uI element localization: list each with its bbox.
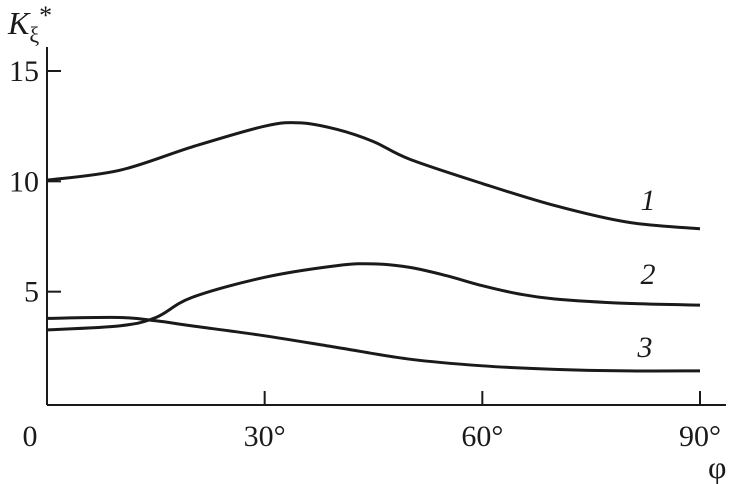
x-axis-label: φ (708, 449, 726, 484)
series-label-1: 1 (641, 184, 656, 217)
x-tick-label: 90° (679, 420, 721, 453)
series-line-1 (46, 121, 701, 231)
x-tick-label: 60° (461, 420, 503, 453)
series-lines (46, 121, 701, 373)
x-tick-label: 30° (244, 420, 286, 453)
y-tick-label: 5 (24, 276, 39, 309)
x-tick-label: 0 (23, 420, 38, 453)
labels: 1 2 3 (637, 184, 656, 364)
series-label-3: 3 (637, 331, 653, 364)
series-label-2: 2 (641, 258, 656, 291)
axes: 5 10 15 0 30° 60° 90° (9, 47, 726, 453)
y-tick-label: 15 (9, 55, 39, 88)
series-line-3 (46, 315, 701, 373)
y-tick-label: 10 (9, 165, 39, 198)
series-line-2 (46, 262, 701, 332)
y-axis-label: Kξ* (7, 1, 52, 47)
